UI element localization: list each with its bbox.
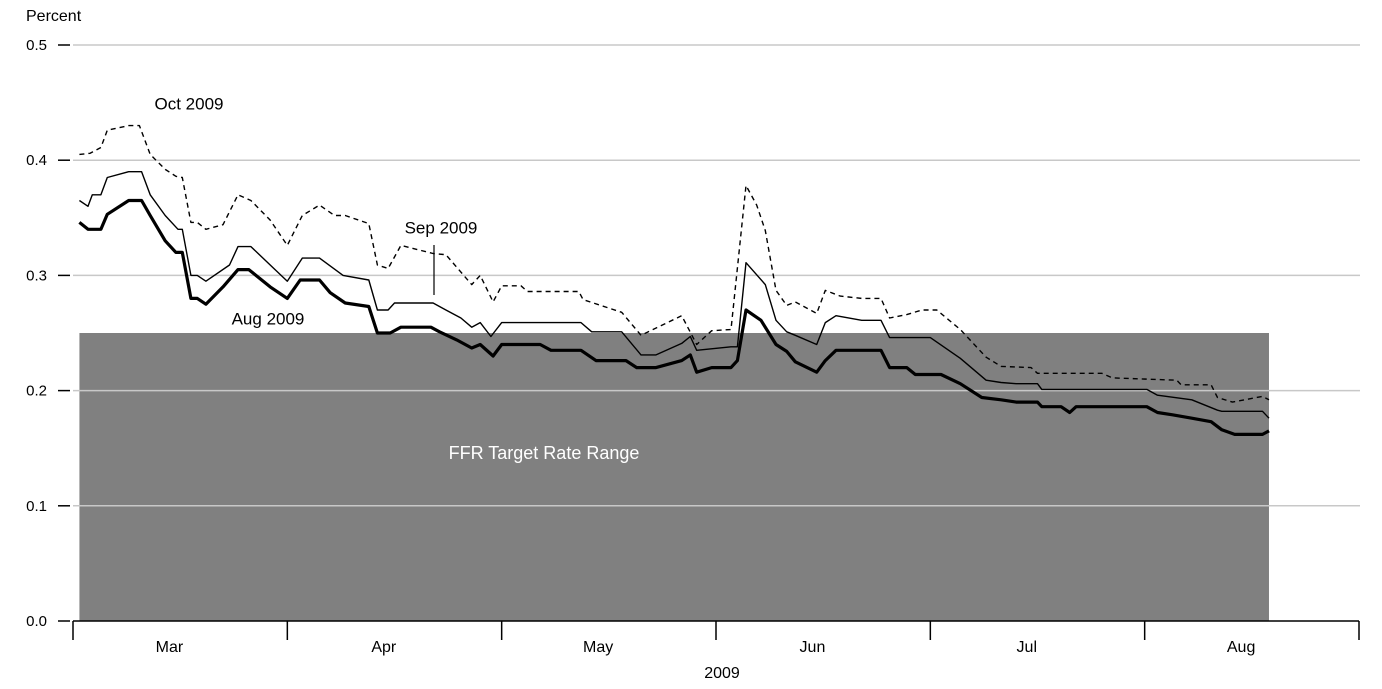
y-tick-label: 0.2 [26,383,47,400]
series-line [78,198,1270,436]
x-category-label: Jun [800,639,826,656]
series-line [79,171,1270,419]
y-tick-label: 0.5 [26,37,47,54]
x-category-label: Mar [156,639,184,656]
y-tick-label: 0.4 [26,152,47,169]
series-label: Sep 2009 [405,218,478,237]
x-axis-title: 2009 [704,665,740,682]
x-category-label: Aug [1227,639,1255,656]
y-tick-label: 0.1 [26,498,47,515]
target-range-band [79,333,1269,621]
series-label: Oct 2009 [155,94,224,113]
x-category-label: Apr [371,639,397,656]
series-label: Aug 2009 [232,309,305,328]
band-label: FFR Target Rate Range [449,443,640,463]
x-category-label: Jul [1017,639,1037,656]
y-axis-title: Percent [26,8,82,25]
x-category-label: May [583,639,613,656]
y-tick-label: 0.0 [26,613,47,630]
y-tick-label: 0.3 [26,267,47,284]
